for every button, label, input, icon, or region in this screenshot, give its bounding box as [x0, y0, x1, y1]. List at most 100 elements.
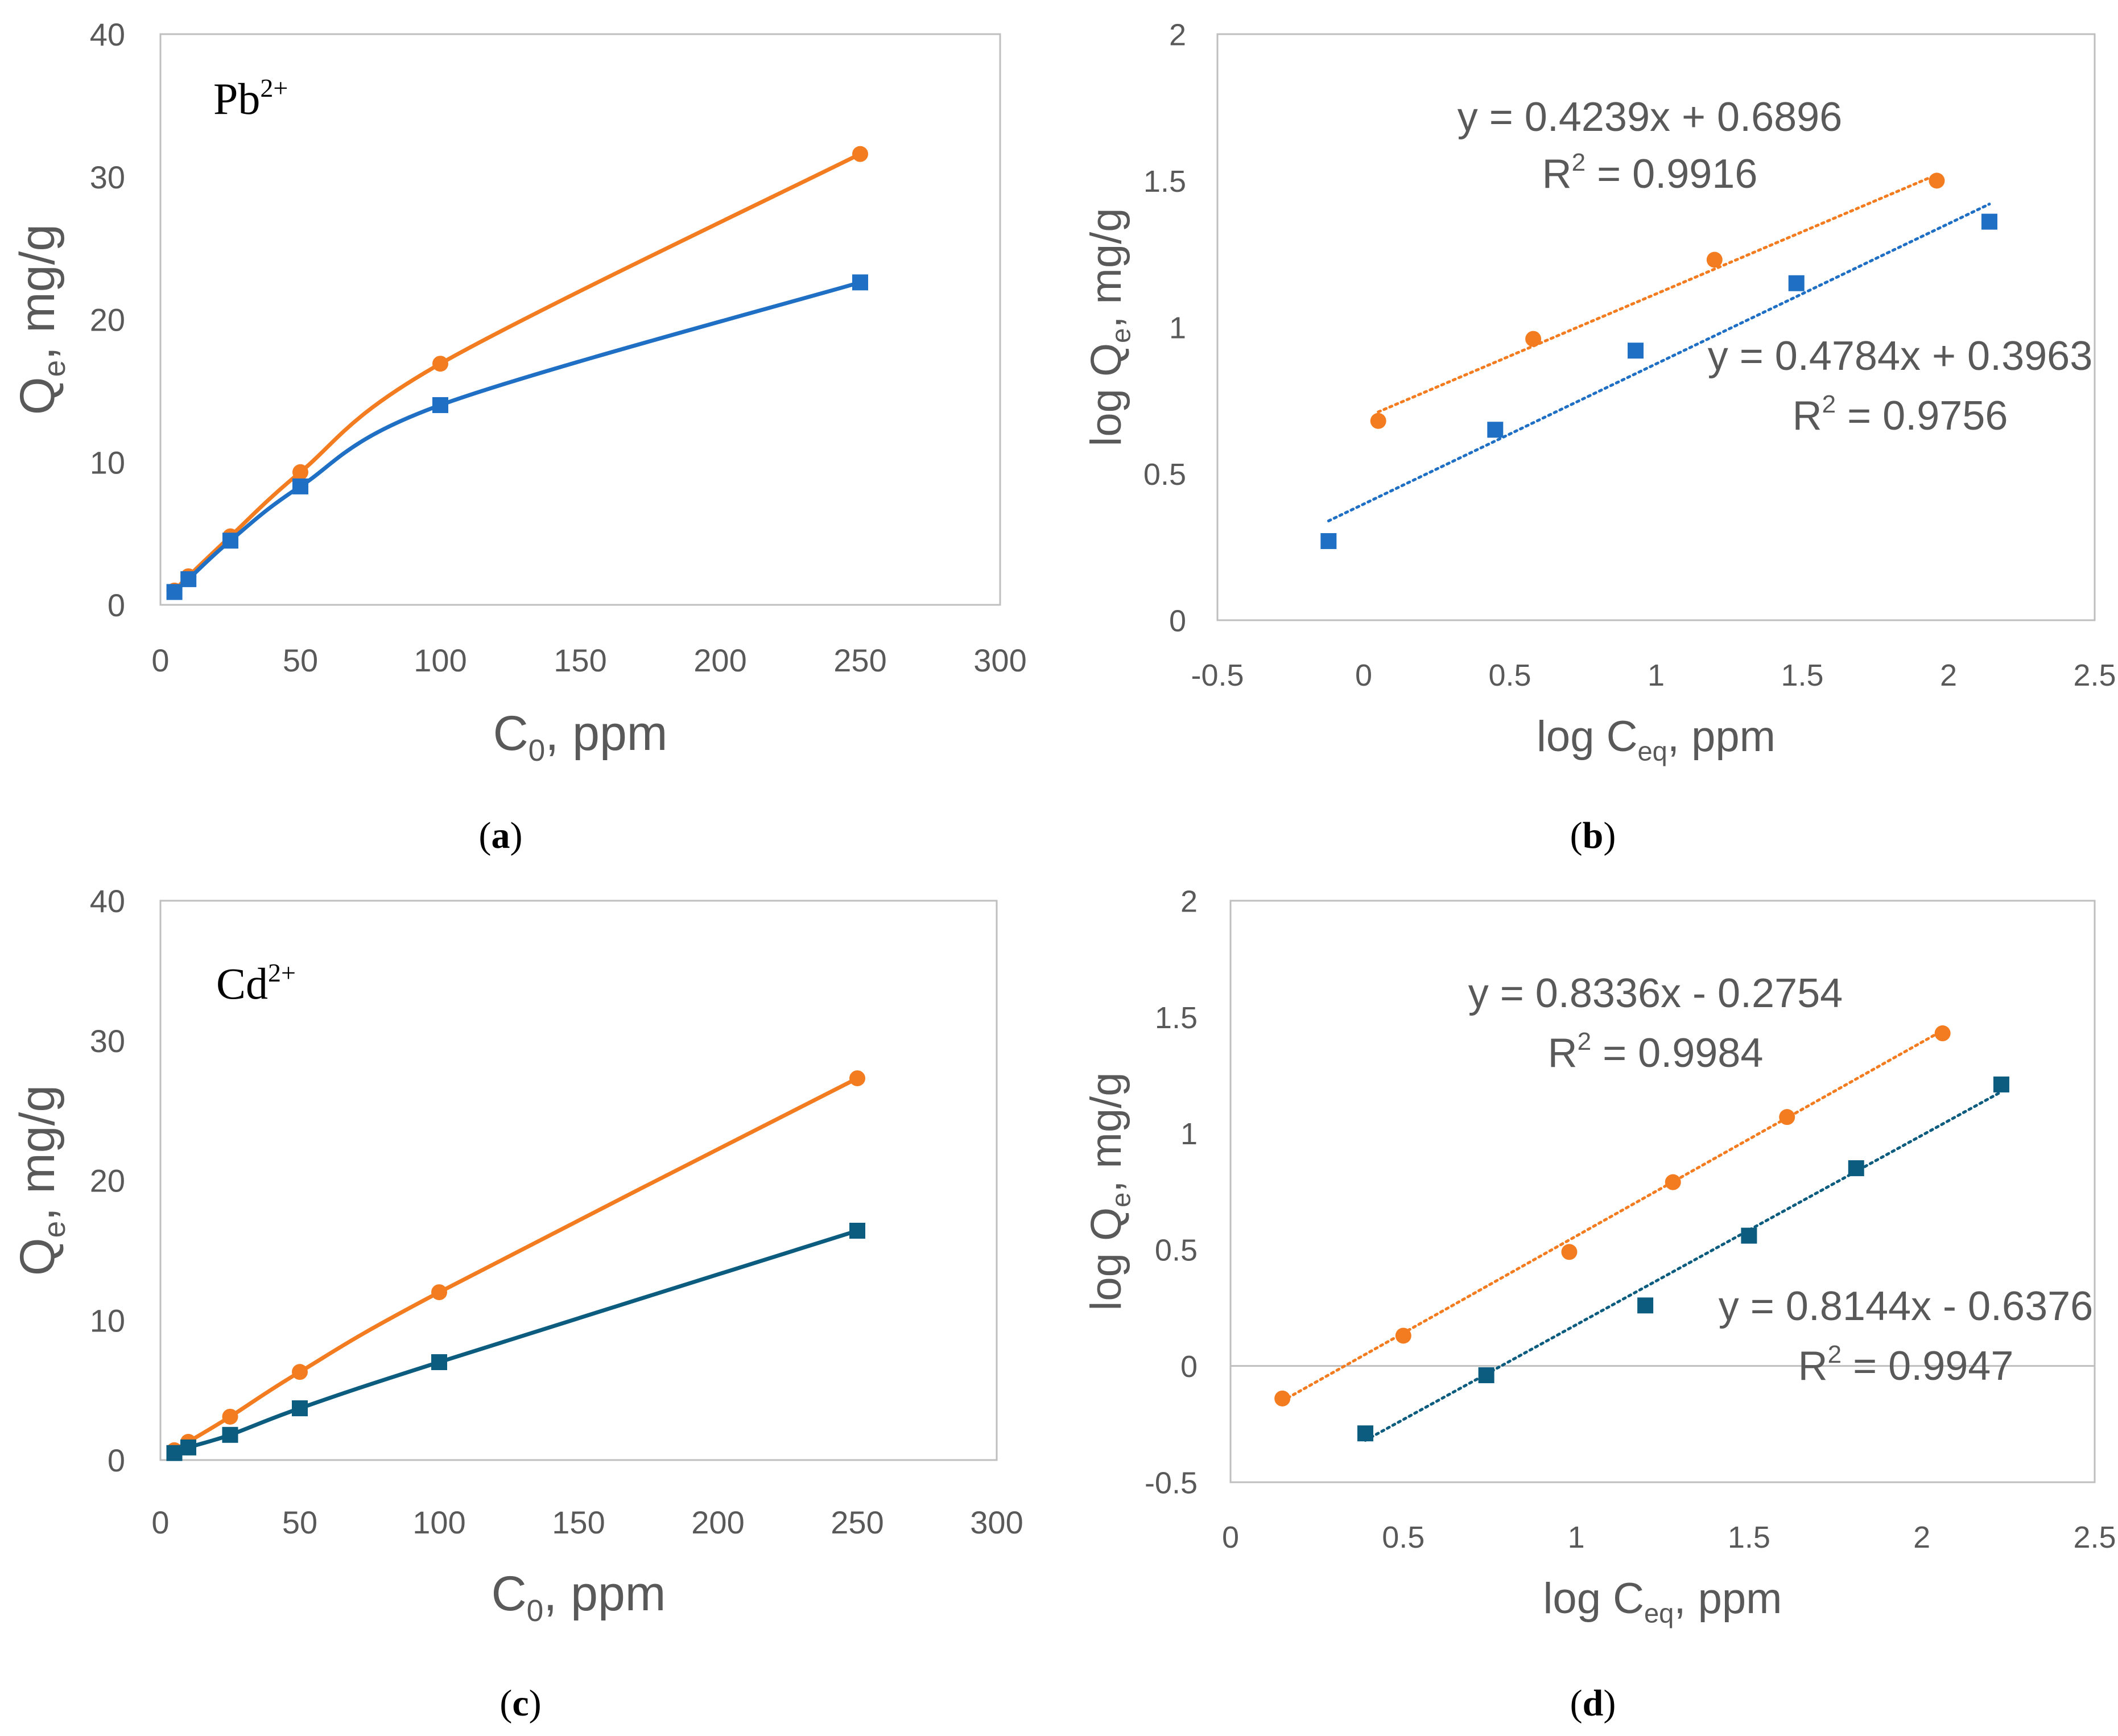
x-tick-label: 300 — [970, 1504, 1023, 1540]
data-point-orange — [1395, 1327, 1411, 1344]
x-tick-label: 250 — [833, 642, 886, 678]
y-tick-label: 30 — [90, 159, 125, 195]
data-point-orange — [1561, 1244, 1578, 1260]
y-axis-label: Qe, mg/g — [10, 1085, 72, 1276]
x-tick-label: 1.5 — [1781, 658, 1823, 692]
data-point-orange — [1934, 1025, 1951, 1042]
x-tick-label: -0.5 — [1191, 658, 1244, 692]
y-axis-label-rest: , mg/g — [10, 1085, 65, 1221]
y-axis-label-sub: e — [38, 360, 72, 377]
y-tick-label: 40 — [90, 883, 125, 919]
y-tick-label: 10 — [90, 444, 125, 480]
panel-label: (d) — [1570, 1683, 1616, 1724]
x-axis-label-rest: , ppm — [1667, 712, 1776, 761]
ion-annotation: Cd2+ — [216, 958, 296, 1008]
x-axis-label: C0, ppm — [492, 1566, 666, 1628]
data-point-orange — [292, 1364, 308, 1380]
panel-label-letter: a — [492, 815, 510, 856]
data-point-blue — [852, 274, 868, 291]
data-point-teal — [292, 1400, 308, 1417]
series-line-orange — [172, 1076, 860, 1453]
y-tick-label: 0 — [108, 587, 125, 623]
panel-label-open: ( — [1570, 1683, 1583, 1724]
trendline-equation-orange: y = 0.4239x + 0.6896 — [1458, 94, 1843, 140]
data-point-orange — [1525, 331, 1542, 347]
y-axis-label: Qe, mg/g — [10, 224, 72, 415]
series-line-teal — [172, 1228, 860, 1455]
y-tick-label: 20 — [90, 302, 125, 338]
r-squared-blue: R2 = 0.9756 — [1793, 390, 2008, 439]
y-axis-label: log Qe, mg/g — [1082, 1072, 1136, 1310]
y-tick-label: -0.5 — [1145, 1466, 1198, 1500]
trendline-orange — [1377, 173, 1938, 414]
x-tick-label: 300 — [973, 642, 1026, 678]
y-tick-label: 2 — [1180, 884, 1198, 918]
r-squared-label: R — [1548, 1030, 1578, 1076]
x-tick-label: 150 — [554, 642, 606, 678]
y-tick-label: 0 — [108, 1442, 125, 1478]
x-axis-label-main: log C — [1543, 1574, 1644, 1623]
r-squared-label: R — [1793, 393, 1822, 439]
x-axis-label-main: log C — [1537, 712, 1637, 761]
trendline-equation-blue: y = 0.4784x + 0.3963 — [1708, 333, 2093, 379]
y-tick-label: 0.5 — [1143, 457, 1186, 492]
series-orange — [166, 146, 868, 599]
x-tick-label: 2 — [1940, 658, 1957, 692]
y-axis-label-rest: , mg/g — [1082, 208, 1130, 328]
x-tick-label: 0 — [1222, 1520, 1239, 1554]
x-tick-label: 0 — [1355, 658, 1372, 692]
data-point-orange — [432, 356, 448, 372]
series-line-orange — [172, 152, 862, 593]
y-tick-label: 0 — [1180, 1350, 1198, 1384]
ion-annotation: Pb2+ — [213, 73, 288, 123]
data-point-teal — [849, 1222, 865, 1239]
panel-label-close: ) — [1603, 1683, 1616, 1724]
x-tick-label: 0.5 — [1488, 658, 1531, 692]
data-point-orange — [1929, 172, 1945, 189]
series-orange — [166, 1070, 865, 1458]
panel-label-letter: b — [1583, 815, 1604, 856]
data-point-blue — [222, 533, 238, 549]
data-point-blue — [1788, 275, 1805, 291]
panel-label-open: ( — [1570, 815, 1583, 856]
r-squared-sup: 2 — [1822, 390, 1836, 418]
panel-label-letter: c — [512, 1683, 529, 1724]
trendline-blue — [1327, 203, 1991, 522]
x-tick-label: 0 — [151, 1504, 169, 1540]
x-axis-label: log Ceq, ppm — [1543, 1574, 1782, 1628]
ion-charge: 2+ — [260, 73, 288, 102]
data-point-orange — [1706, 251, 1723, 268]
y-tick-label: 0.5 — [1155, 1234, 1198, 1268]
r-squared-value: = 0.9916 — [1586, 151, 1757, 197]
r-squared-orange: R2 = 0.9984 — [1548, 1028, 1764, 1076]
x-tick-label: 2 — [1913, 1520, 1930, 1554]
data-point-teal — [1741, 1227, 1757, 1244]
x-axis-label-rest: , ppm — [1674, 1574, 1782, 1623]
y-tick-label: 20 — [90, 1163, 125, 1199]
x-tick-label: 50 — [282, 1504, 317, 1540]
y-axis-label-rest: , mg/g — [10, 224, 65, 360]
x-axis-label-sub: eq — [1637, 736, 1667, 766]
x-tick-label: 0 — [151, 642, 169, 678]
trendline-equation-teal: y = 0.8144x - 0.6376 — [1719, 1284, 2093, 1329]
panel-label-open: ( — [479, 815, 492, 856]
x-tick-label: 2.5 — [2073, 1520, 2116, 1554]
y-axis-label-main: log Q — [1082, 1207, 1130, 1311]
plot-area-frame — [1229, 900, 2096, 1483]
plot-area-frame — [159, 900, 998, 1461]
series-teal — [166, 1222, 865, 1461]
trendline-equation-orange: y = 0.8336x - 0.2754 — [1468, 971, 1843, 1016]
series-orange: y = 0.8336x - 0.2754 R2 = 0.9984 — [1274, 971, 1951, 1407]
series-blue — [166, 274, 868, 600]
r-squared-label: R — [1798, 1343, 1828, 1389]
series-teal: y = 0.8144x - 0.6376 R2 = 0.9947 — [1357, 1076, 2093, 1442]
r-squared-label: R — [1542, 151, 1572, 197]
panel-label-close: ) — [1603, 815, 1616, 856]
data-point-blue — [1628, 343, 1644, 359]
ion-symbol: Cd — [216, 959, 268, 1008]
y-axis-label-sub: e — [1106, 1193, 1136, 1207]
r-squared-value: = 0.9947 — [1842, 1343, 2013, 1389]
data-point-blue — [166, 584, 183, 600]
x-tick-label: 0.5 — [1382, 1520, 1425, 1554]
